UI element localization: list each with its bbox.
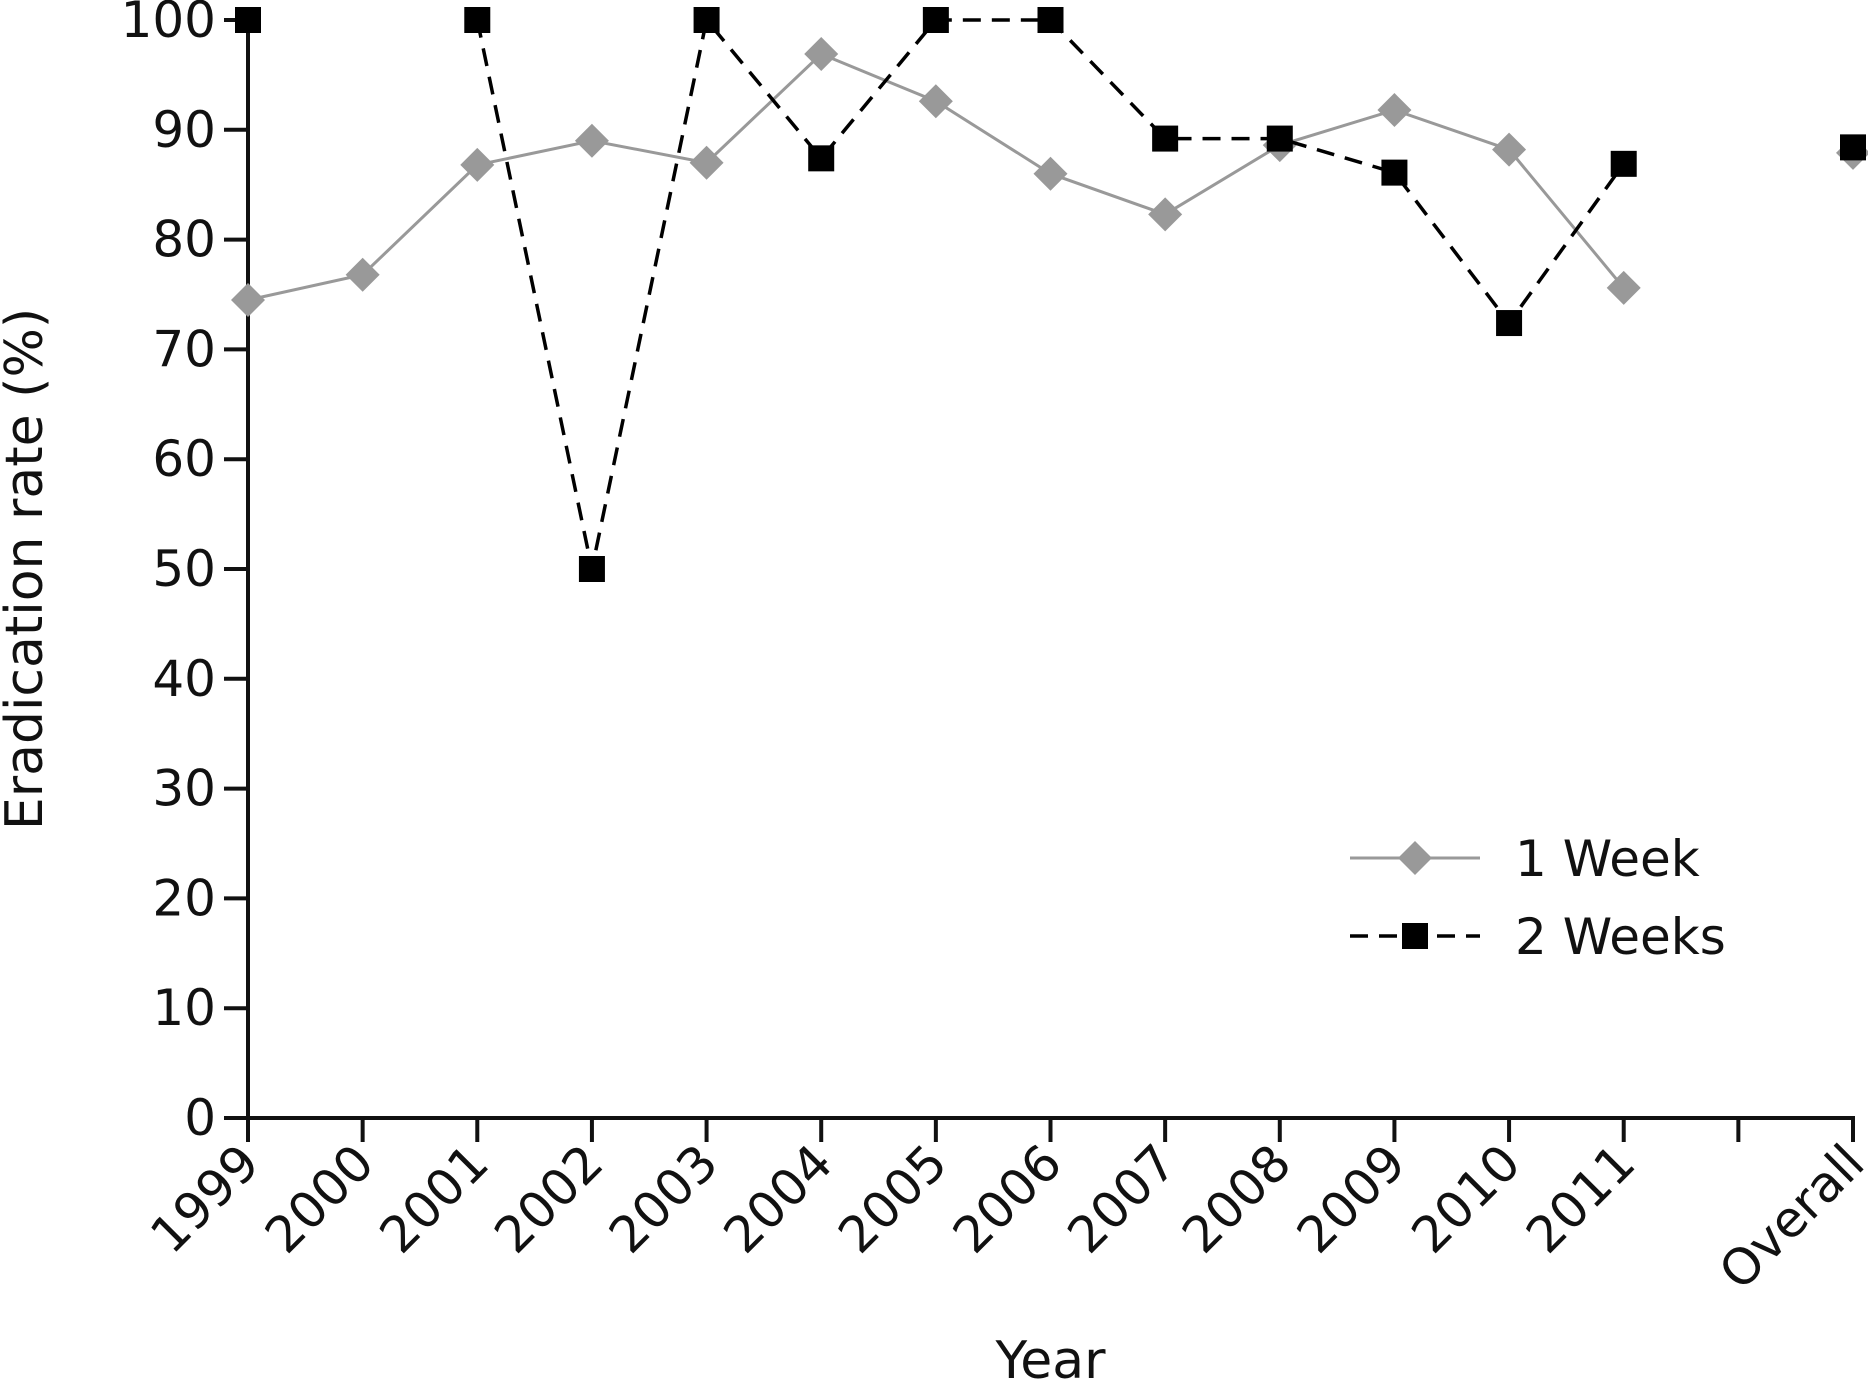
x-tick-label: 2008 xyxy=(1171,1133,1302,1264)
x-tick-label: 2009 xyxy=(1286,1133,1417,1264)
y-tick-label: 10 xyxy=(152,979,216,1037)
data-point xyxy=(1610,150,1637,177)
series-line xyxy=(475,16,1626,570)
data-point xyxy=(235,7,261,33)
legend-marker xyxy=(1398,841,1432,875)
legend-marker xyxy=(1402,923,1428,949)
x-tick-label: 2011 xyxy=(1515,1133,1646,1264)
data-point xyxy=(1152,125,1179,152)
data-point xyxy=(1148,197,1183,232)
data-point xyxy=(918,84,953,119)
y-axis-title: Eradication rate (%) xyxy=(0,308,55,830)
legend: 1 Week 2 Weeks xyxy=(1350,830,1726,966)
x-tick-label: 2006 xyxy=(942,1133,1073,1264)
data-point xyxy=(1033,156,1068,191)
legend-label: 2 Weeks xyxy=(1515,908,1726,966)
x-tick-label: 2002 xyxy=(483,1133,614,1264)
data-point xyxy=(804,37,839,72)
y-tick-label: 70 xyxy=(152,320,216,378)
data-point xyxy=(464,7,491,33)
y-ticks: 0 10 20 30 40 50 60 70 80 90 100 xyxy=(121,0,248,1147)
x-tick-label: Overall xyxy=(1708,1133,1868,1300)
data-point xyxy=(1606,270,1641,305)
x-tick-label: 2001 xyxy=(369,1133,500,1264)
data-point xyxy=(1266,125,1293,152)
data-point xyxy=(808,145,835,172)
y-tick-label: 100 xyxy=(121,0,216,49)
legend-item: 1 Week xyxy=(1350,830,1700,888)
data-point xyxy=(460,147,495,182)
data-point xyxy=(1492,132,1527,167)
y-tick-label: 0 xyxy=(184,1089,216,1147)
x-axis-title: Year xyxy=(994,1331,1106,1386)
legend-item: 2 Weeks xyxy=(1350,908,1726,966)
data-point xyxy=(578,556,605,582)
y-tick-label: 60 xyxy=(152,430,216,488)
data-point xyxy=(574,123,609,158)
series-1 xyxy=(231,37,1868,317)
x-tick-label: 2004 xyxy=(713,1133,844,1264)
data-point xyxy=(1496,310,1523,337)
x-tick-label: 2003 xyxy=(598,1133,729,1264)
series-2 xyxy=(235,7,1866,582)
x-tick-label: 1999 xyxy=(139,1133,270,1264)
data-point xyxy=(1840,134,1866,161)
y-tick-label: 50 xyxy=(152,540,216,598)
data-point xyxy=(689,145,724,180)
x-tick-label: 2005 xyxy=(827,1133,958,1264)
data-point xyxy=(1377,93,1412,128)
data-point xyxy=(345,257,380,292)
data-point xyxy=(922,7,949,33)
y-tick-label: 90 xyxy=(152,101,216,159)
series-layer xyxy=(231,7,1868,582)
x-tick-label: 2000 xyxy=(254,1133,385,1264)
data-point xyxy=(693,7,720,33)
y-tick-label: 40 xyxy=(152,650,216,708)
legend-label: 1 Week xyxy=(1515,830,1700,888)
y-tick-label: 20 xyxy=(152,869,216,927)
x-tick-label: 2010 xyxy=(1401,1133,1532,1264)
y-tick-label: 30 xyxy=(152,760,216,818)
y-tick-label: 80 xyxy=(152,211,216,269)
data-point xyxy=(231,282,265,317)
data-point xyxy=(1037,7,1064,33)
data-point xyxy=(1381,159,1408,186)
x-tick-label: 2007 xyxy=(1057,1133,1188,1264)
x-ticks: 1999200020012002200320042005200620072008… xyxy=(139,1118,1868,1301)
